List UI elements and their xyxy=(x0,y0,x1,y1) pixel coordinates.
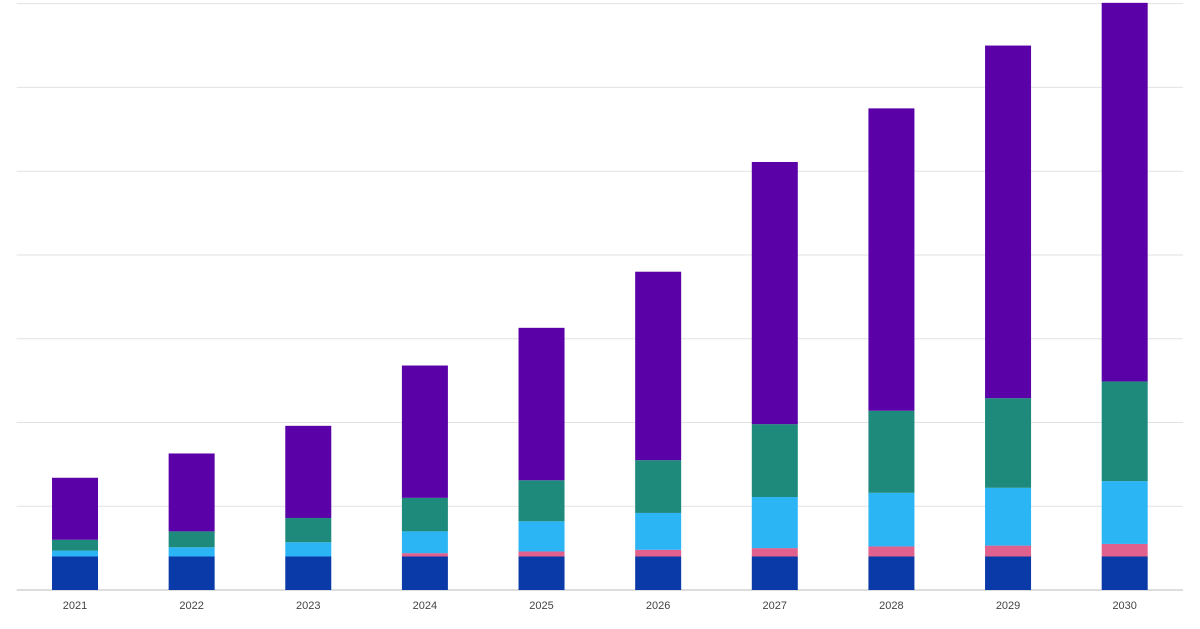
bar-segment xyxy=(751,424,798,498)
bar-segment xyxy=(635,556,682,590)
bar-segment xyxy=(401,531,448,554)
bar-segment xyxy=(52,550,99,557)
x-tick-label: 2028 xyxy=(879,600,903,612)
bar-segment xyxy=(52,477,99,540)
bar-segment xyxy=(285,542,332,557)
x-tick-label: 2026 xyxy=(646,600,670,612)
bar-segment xyxy=(635,271,682,461)
bar-segment xyxy=(1101,543,1148,557)
bar-segment xyxy=(52,556,99,590)
x-tick-label: 2027 xyxy=(763,600,787,612)
bar-segment xyxy=(635,460,682,513)
bar-segment xyxy=(518,556,565,590)
bar-segment xyxy=(985,545,1032,557)
bar-segment xyxy=(168,556,215,590)
bar-segment xyxy=(168,547,215,557)
bar-segment xyxy=(518,551,565,557)
bar-segment xyxy=(518,521,565,552)
x-tick-label: 2030 xyxy=(1112,600,1136,612)
bar-segment xyxy=(751,497,798,549)
bar-segment xyxy=(401,497,448,532)
bar-segment xyxy=(868,546,915,557)
bar-segment xyxy=(751,161,798,425)
x-tick-label: 2021 xyxy=(63,600,87,612)
bar-segment xyxy=(52,539,99,551)
x-tick-label: 2023 xyxy=(296,600,320,612)
bar-segment xyxy=(518,480,565,522)
x-tick-label: 2022 xyxy=(179,600,203,612)
bar-segment xyxy=(285,425,332,518)
bar-segment xyxy=(868,410,915,493)
bar-segment xyxy=(168,453,215,532)
bar-segment xyxy=(751,556,798,590)
x-tick-label: 2024 xyxy=(413,600,437,612)
bar-segment xyxy=(868,556,915,590)
bar-segment xyxy=(168,531,215,548)
bar-segment xyxy=(1101,556,1148,590)
bar-segment xyxy=(1101,381,1148,482)
bar-segment xyxy=(985,45,1032,399)
bar-segment xyxy=(518,327,565,481)
x-tick-label: 2025 xyxy=(529,600,553,612)
bar-segment xyxy=(985,487,1032,546)
bar-segment xyxy=(868,492,915,547)
bar-segment xyxy=(285,517,332,543)
bar-segment xyxy=(1101,481,1148,544)
bar-segment xyxy=(985,556,1032,590)
bar-segment xyxy=(401,553,448,557)
bar-segment xyxy=(635,549,682,557)
bar-segment xyxy=(751,548,798,557)
x-tick-label: 2029 xyxy=(996,600,1020,612)
bar-segment xyxy=(1101,2,1148,382)
bar-segment xyxy=(285,556,332,590)
bar-segment xyxy=(401,556,448,590)
bar-segment xyxy=(868,108,915,411)
bar-segment xyxy=(985,398,1032,488)
bar-segment xyxy=(401,365,448,498)
bar-segment xyxy=(635,512,682,550)
